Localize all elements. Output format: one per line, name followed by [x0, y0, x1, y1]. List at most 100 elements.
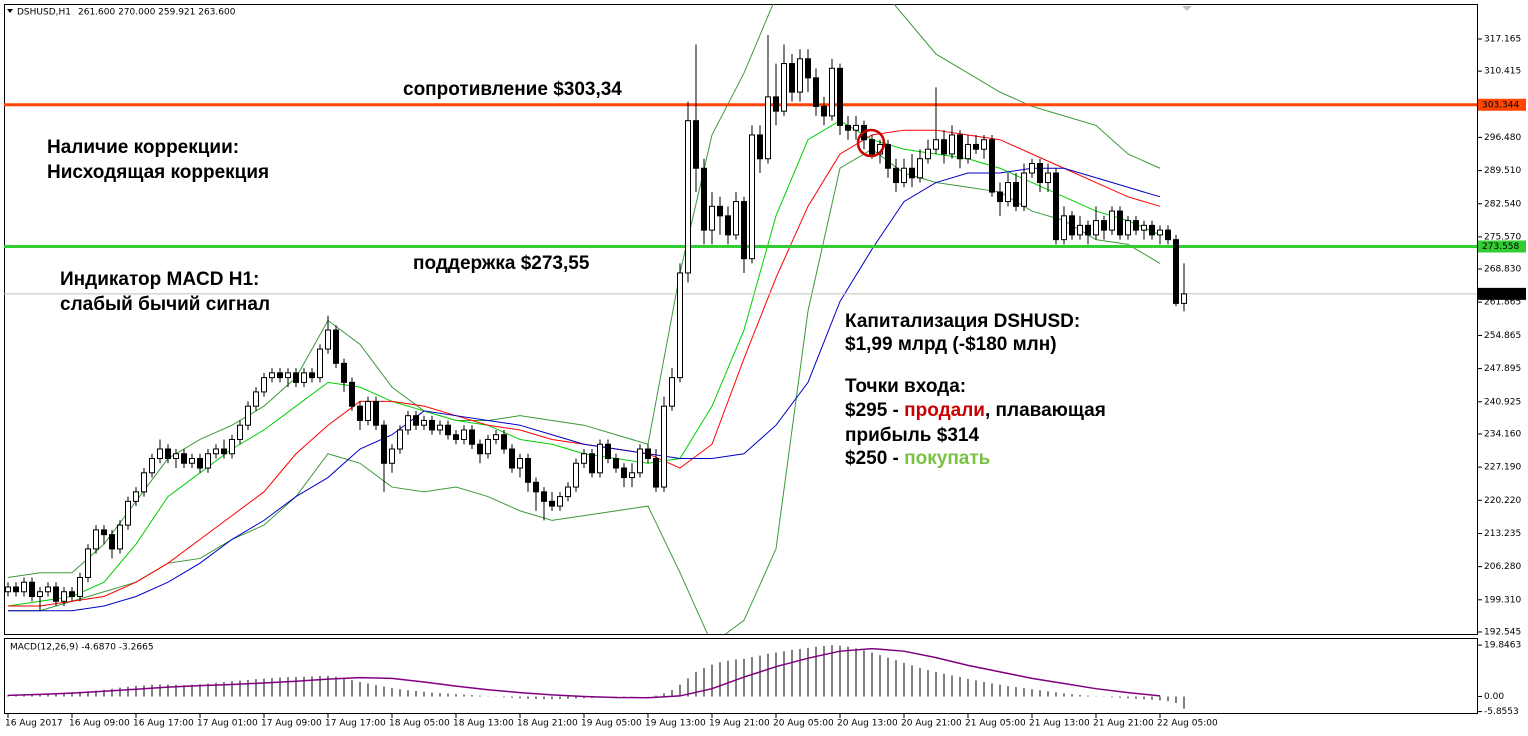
- candle-body: [509, 448, 515, 469]
- x-tick-label: 18 Aug 13:00: [453, 719, 514, 729]
- candle-body: [997, 191, 1003, 203]
- y-tick-label: 261.865: [1484, 298, 1521, 308]
- x-tick-label: 20 Aug 05:00: [773, 719, 834, 729]
- ohlc-label: 261.600 270.000 259.921 263.600: [78, 8, 236, 18]
- candle-body: [829, 67, 835, 117]
- candle-body: [1013, 182, 1019, 207]
- candle-body: [1077, 224, 1083, 236]
- candle-body: [957, 134, 963, 160]
- candle-body: [1133, 220, 1139, 231]
- candle-body: [1173, 239, 1179, 304]
- level-label: 263.600: [1482, 289, 1519, 299]
- candle-body: [325, 329, 331, 350]
- candle-body: [805, 58, 811, 79]
- candle-body: [597, 443, 603, 474]
- candle-body: [637, 448, 643, 474]
- candle-body: [333, 329, 339, 364]
- candle-body: [621, 467, 627, 479]
- candle-body: [1061, 215, 1067, 241]
- candle-body: [213, 448, 219, 455]
- y-tick-label: 206.280: [1484, 562, 1521, 572]
- candle-body: [765, 96, 771, 160]
- candle-body: [221, 448, 227, 455]
- axes: 317.165 310.415 296.480 289.510 282.540 275.5…: [5, 34, 1526, 729]
- candle-body: [237, 424, 243, 440]
- x-tick-label: 21 Aug 13:00: [1029, 719, 1090, 729]
- note: слабый бычий сигнал: [60, 294, 270, 315]
- y-tick-label: 192.545: [1484, 627, 1521, 637]
- candle-body: [845, 124, 851, 131]
- candle-body: [493, 434, 499, 440]
- menu-triangle[interactable]: [7, 9, 13, 13]
- candle-body: [317, 348, 323, 379]
- note: Нисходящая коррекция: [47, 162, 269, 183]
- candle-body: [717, 205, 723, 217]
- candle-body: [605, 443, 611, 460]
- level-label-bg: [1478, 98, 1526, 111]
- candle-body: [613, 458, 619, 469]
- candle-body: [501, 434, 507, 450]
- candle-body: [653, 458, 659, 488]
- candle-body: [1125, 220, 1131, 236]
- candle-body: [669, 377, 675, 407]
- note: $250 - покупать: [845, 448, 990, 469]
- candle-body: [757, 134, 763, 160]
- candle-body: [733, 201, 739, 236]
- x-tick-label: 16 Aug 2017: [5, 719, 63, 729]
- support-note: поддержка $273,55: [413, 253, 590, 274]
- candle-body: [157, 448, 163, 460]
- x-tick-label: 17 Aug 01:00: [197, 719, 258, 729]
- price-plot: [4, 4, 1477, 634]
- candle-body: [293, 372, 299, 383]
- candle-body: [149, 458, 155, 474]
- candle-body: [693, 120, 699, 169]
- macd-signal: [7, 647, 1161, 699]
- candle-body: [1165, 229, 1171, 241]
- entry-circle: [856, 128, 886, 158]
- note: $1,99 млрд (-$180 млн): [845, 334, 1057, 355]
- candle-body: [37, 591, 43, 598]
- candle-body: [549, 500, 555, 507]
- x-tick-label: 18 Aug 05:00: [389, 719, 450, 729]
- candle-body: [917, 158, 923, 179]
- y-tick-label: 282.540: [1484, 199, 1521, 209]
- candle-body: [629, 472, 635, 479]
- x-tick-label: 17 Aug 09:00: [261, 719, 322, 729]
- candle-body: [261, 377, 267, 393]
- candle-body: [773, 96, 779, 112]
- candle-body: [1005, 182, 1011, 203]
- candle-body: [405, 415, 411, 431]
- resistance-note: сопротивление $303,34: [403, 79, 622, 100]
- candle-body: [701, 167, 707, 231]
- candle-body: [61, 591, 67, 602]
- candle-body: [69, 591, 75, 598]
- candle-body: [909, 167, 915, 179]
- candle-body: [813, 77, 819, 107]
- x-tick-label: 18 Aug 21:00: [517, 719, 578, 729]
- candle-body: [1069, 215, 1075, 236]
- y-tick-label: 220.220: [1484, 496, 1521, 506]
- candle-body: [741, 201, 747, 260]
- candle-body: [365, 400, 371, 421]
- candle-body: [1181, 293, 1187, 304]
- candle-body: [285, 372, 291, 379]
- y-tick-label: 317.165: [1484, 34, 1521, 44]
- candle-body: [413, 415, 419, 426]
- shift-marker: [1182, 6, 1192, 11]
- candle-body: [821, 105, 827, 117]
- candle-body: [381, 424, 387, 464]
- x-tick-label: 20 Aug 21:00: [901, 719, 962, 729]
- candle-body: [165, 448, 171, 460]
- candle-body: [421, 419, 427, 426]
- candle-body: [837, 67, 843, 126]
- candle-body: [5, 586, 11, 593]
- candle-body: [941, 139, 947, 155]
- x-tick-label: 19 Aug 05:00: [581, 719, 642, 729]
- macd-tick-label: 0.00: [1484, 692, 1504, 702]
- candle-body: [1093, 220, 1099, 236]
- candle-body: [101, 529, 107, 536]
- x-tick-label: 17 Aug 17:00: [325, 719, 386, 729]
- candle-body: [517, 458, 523, 469]
